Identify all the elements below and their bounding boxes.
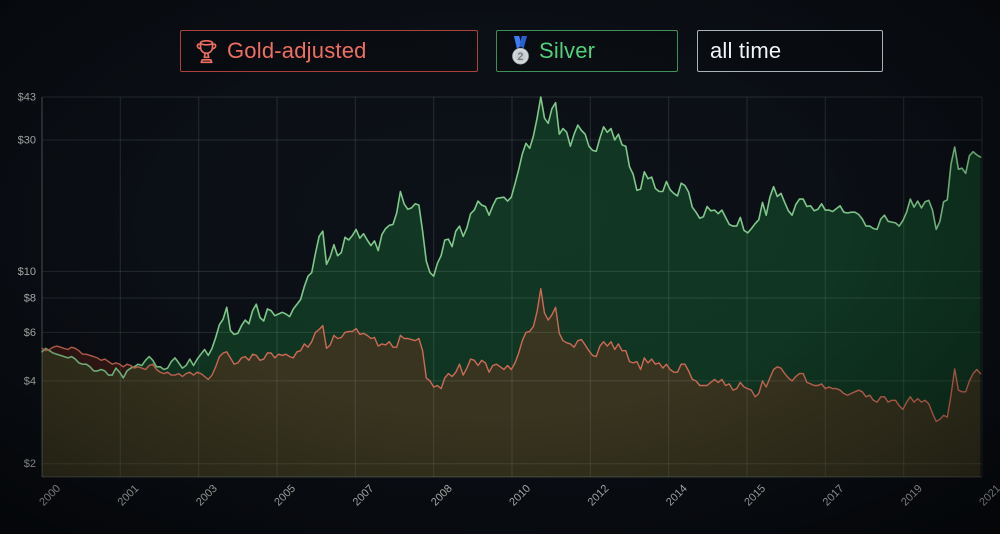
silver-medal-icon: 2 (509, 36, 532, 66)
svg-text:2003: 2003 (194, 483, 220, 509)
svg-text:2017: 2017 (821, 483, 847, 509)
svg-text:2019: 2019 (899, 483, 925, 509)
svg-text:2021: 2021 (977, 483, 1000, 509)
silver-label: Silver (539, 38, 596, 63)
series-areas (42, 97, 981, 477)
svg-text:2008: 2008 (429, 483, 455, 509)
all-time-button[interactable]: all time (697, 30, 883, 72)
svg-text:2010: 2010 (507, 483, 533, 509)
trophy-icon (193, 38, 220, 65)
silver-button[interactable]: 2 Silver (496, 30, 678, 72)
toolbar: Gold-adjusted 2 Silver all time (0, 0, 1000, 80)
svg-text:2012: 2012 (586, 483, 612, 509)
svg-text:2007: 2007 (351, 483, 377, 509)
svg-text:$6: $6 (24, 327, 36, 339)
svg-text:$8: $8 (24, 293, 36, 305)
x-axis-labels: 2000 2001 2003 2005 2007 2008 2010 2012 2014 2015… (37, 483, 1000, 509)
gold-adjusted-button[interactable]: Gold-adjusted (180, 30, 478, 72)
svg-text:$10: $10 (18, 266, 36, 278)
svg-text:$4: $4 (24, 375, 36, 387)
svg-text:$30: $30 (18, 135, 36, 147)
gold-adjusted-label: Gold-adjusted (227, 38, 367, 63)
svg-text:2: 2 (517, 51, 523, 63)
svg-text:2014: 2014 (664, 483, 690, 509)
svg-text:$2: $2 (24, 458, 36, 470)
svg-text:$43: $43 (18, 92, 36, 104)
svg-text:2001: 2001 (116, 483, 142, 509)
svg-text:2015: 2015 (742, 483, 768, 509)
svg-text:2005: 2005 (272, 483, 298, 509)
svg-text:2000: 2000 (37, 483, 63, 509)
all-time-label: all time (710, 38, 782, 63)
y-axis-labels: $43 $30 $10 $8 $6 $4 $2 (18, 92, 36, 471)
